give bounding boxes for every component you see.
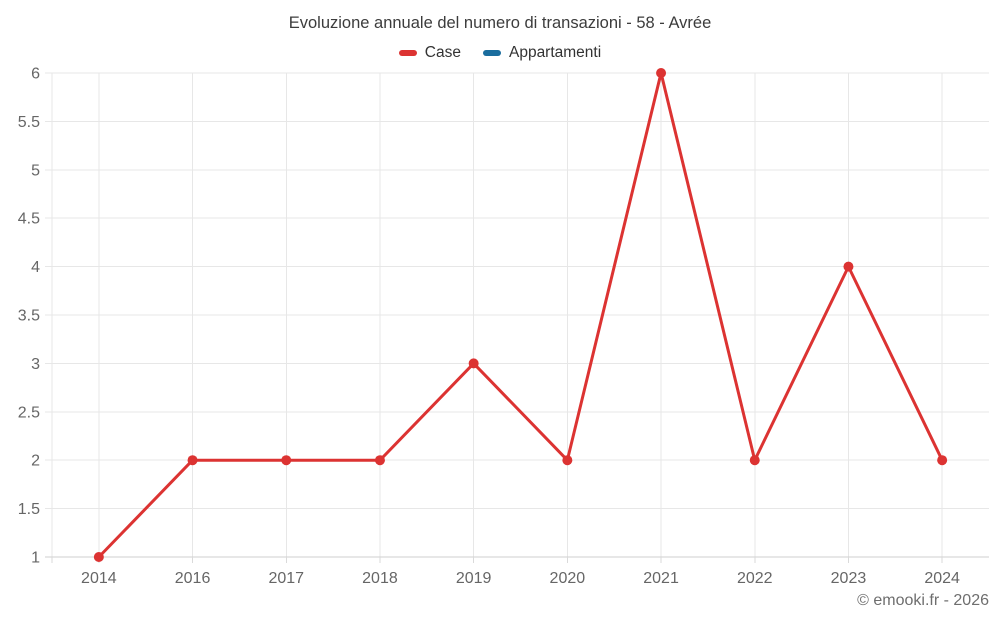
x-axis-label: 2014: [81, 570, 117, 587]
x-axis-label: 2016: [175, 570, 211, 587]
data-point-2020[interactable]: [562, 455, 573, 466]
y-axis-label: 2: [31, 453, 40, 470]
legend-label-case: Case: [424, 44, 461, 61]
data-point-2019[interactable]: [468, 358, 479, 369]
y-axis-label: 5.5: [18, 114, 40, 131]
data-point-2014[interactable]: [93, 552, 104, 562]
legend-item-appartamenti[interactable]: Appartamenti: [482, 44, 602, 62]
x-axis-label: 2018: [362, 570, 398, 587]
x-axis-label: 2021: [643, 570, 679, 587]
y-axis-label: 4: [31, 259, 40, 276]
y-axis-label: 2.5: [18, 404, 40, 421]
legend-marker-case-icon: [398, 50, 417, 56]
series-line-case: [97, 71, 944, 559]
legend-item-case[interactable]: Case: [398, 44, 461, 62]
x-axis-label: 2017: [268, 570, 304, 587]
chart-title: Evoluzione annuale del numero di transaz…: [288, 14, 712, 32]
data-point-2024[interactable]: [937, 455, 948, 466]
x-axis-label: 2022: [737, 570, 773, 587]
x-axis-label: 2024: [924, 570, 960, 587]
legend-marker-appartamenti-icon: [482, 50, 501, 56]
data-point-2017[interactable]: [281, 455, 292, 466]
x-axis-label: 2019: [456, 570, 492, 587]
data-point-2022[interactable]: [749, 455, 760, 466]
data-point-2023[interactable]: [843, 261, 854, 272]
x-axis-label: 2020: [550, 570, 586, 587]
credit-link[interactable]: © emooki.fr - 2026: [857, 592, 989, 609]
legend: Case Appartamenti: [0, 44, 1000, 62]
y-axis-label: 5: [31, 162, 40, 179]
y-axis-label: 1.5: [18, 501, 40, 518]
y-axis-label: 4.5: [18, 211, 40, 228]
x-axis-label: 2023: [831, 570, 867, 587]
y-axis-label: 1: [31, 550, 40, 567]
y-axis-label: 3.5: [18, 308, 40, 325]
y-axis-label: 6: [31, 66, 40, 83]
legend-label-appartamenti: Appartamenti: [508, 44, 602, 61]
data-point-2021[interactable]: [656, 68, 667, 78]
y-axis-label: 3: [31, 356, 40, 373]
data-point-2016[interactable]: [187, 455, 198, 466]
data-point-2018[interactable]: [374, 455, 385, 466]
